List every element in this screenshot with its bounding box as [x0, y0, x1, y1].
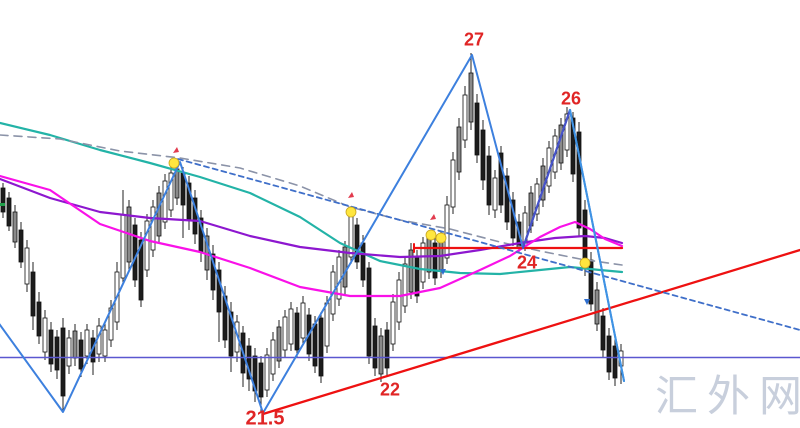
pivot-label-21-5: 21.5 [245, 407, 285, 428]
pivot-label-22: 22 [379, 379, 401, 400]
pivot-label-26: 26 [560, 88, 582, 109]
watermark-huiwaiwang: 汇外网 [655, 372, 800, 422]
pivot-label-27: 27 [463, 29, 485, 50]
pivot-label-24: 24 [516, 252, 538, 273]
